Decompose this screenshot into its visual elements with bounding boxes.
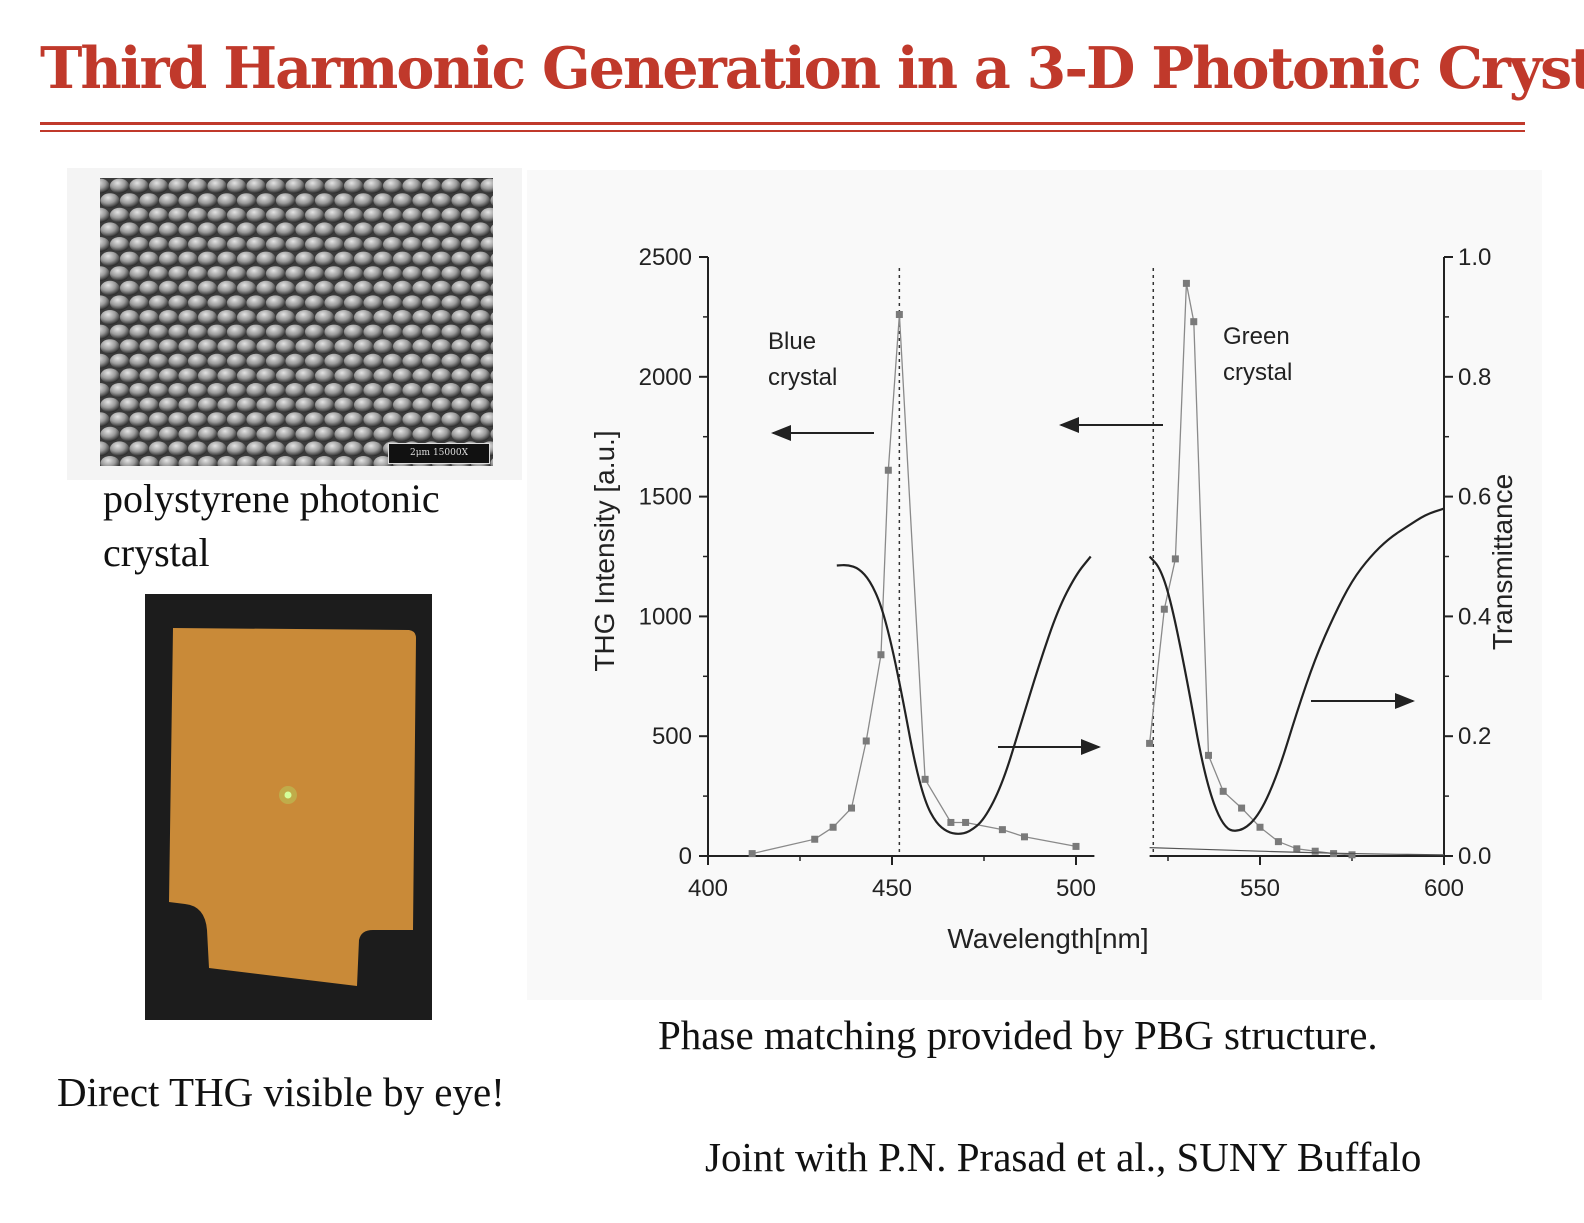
annotation-blue-line2: crystal xyxy=(768,364,837,391)
y-tick-label-left: 1000 xyxy=(639,603,692,630)
transmittance-curve-3 xyxy=(1148,507,1445,832)
thg-intensity-point xyxy=(1256,823,1264,831)
annotation-green-line1: Green xyxy=(1223,323,1290,350)
y-tick-label-right: 0.8 xyxy=(1458,364,1491,391)
phase-matching-caption: Phase matching provided by PBG structure… xyxy=(658,1012,1378,1058)
thg-intensity-point xyxy=(748,850,756,858)
thg-intensity-point xyxy=(862,737,870,745)
thg-intensity-point xyxy=(1293,845,1301,853)
sem-micrograph-image xyxy=(100,178,493,466)
thg-intensity-point xyxy=(1072,842,1080,850)
sample-slab xyxy=(169,628,416,986)
y-tick-label-left: 1500 xyxy=(639,484,692,511)
y-tick-label-right: 0.6 xyxy=(1458,484,1491,511)
thg-spot xyxy=(284,791,292,799)
x-axis-label: Wavelength[nm] xyxy=(947,923,1148,954)
thg-intensity-point xyxy=(1204,751,1212,759)
x-tick-label: 450 xyxy=(872,875,912,902)
thg-intensity-point xyxy=(1238,804,1246,812)
sem-caption: polystyrene photonic crystal xyxy=(103,472,440,580)
chart-background xyxy=(527,170,1542,1000)
thg-intensity-point xyxy=(1160,605,1168,613)
thg-baseline-4 xyxy=(1149,847,1445,856)
slide-title: Third Harmonic Generation in a 3-D Photo… xyxy=(40,35,1584,102)
thg-intensity-point xyxy=(884,466,892,474)
y-tick-label-left: 500 xyxy=(652,723,692,750)
title-underline-thin xyxy=(40,130,1525,132)
thg-intensity-point xyxy=(1020,833,1028,841)
sem-sphere-pattern xyxy=(100,178,493,466)
y-tick-label-left: 0 xyxy=(679,843,692,870)
thg-intensity-point xyxy=(947,818,955,826)
y-tick-label-right: 0.2 xyxy=(1458,723,1491,750)
thg-intensity-point xyxy=(1274,838,1282,846)
thg-intensity-point xyxy=(1348,851,1356,859)
thg-intensity-point xyxy=(921,775,929,783)
thg-intensity-point xyxy=(1190,318,1198,326)
y-axis-label-right: Transmittance xyxy=(1487,474,1518,650)
x-tick-label: 500 xyxy=(1056,875,1096,902)
annotation-green-line2: crystal xyxy=(1223,359,1292,386)
thg-intensity-point xyxy=(811,835,819,843)
thg-intensity-point xyxy=(1311,847,1319,855)
x-tick-label: 400 xyxy=(688,875,728,902)
thg-intensity-point xyxy=(1219,787,1227,795)
thg-intensity-point xyxy=(848,804,856,812)
sem-caption-line2: crystal xyxy=(103,530,210,575)
photo-caption: Direct THG visible by eye! xyxy=(57,1069,505,1115)
y-tick-label-right: 1.0 xyxy=(1458,244,1491,271)
thg-intensity-point xyxy=(1171,555,1179,563)
y-axis-label-left: THG Intensity [a.u.] xyxy=(589,430,620,671)
sample-photo xyxy=(145,594,432,1020)
sem-scale-bar: 2μm 15000X xyxy=(388,443,490,464)
x-tick-label: 600 xyxy=(1424,875,1464,902)
credit-line: Joint with P.N. Prasad et al., SUNY Buff… xyxy=(705,1134,1422,1180)
thg-intensity-point xyxy=(1146,739,1154,747)
thg-intensity-point xyxy=(829,823,837,831)
sample-photo-drawing xyxy=(169,628,416,986)
thg-intensity-point xyxy=(998,826,1006,834)
y-tick-label-right: 0.0 xyxy=(1458,843,1491,870)
thg-intensity-point xyxy=(895,311,903,319)
x-tick-label: 550 xyxy=(1240,875,1280,902)
y-tick-label-right: 0.4 xyxy=(1458,603,1491,630)
y-tick-label-left: 2500 xyxy=(639,244,692,271)
thg-intensity-point xyxy=(1182,279,1190,287)
transmittance-curve-1 xyxy=(836,555,1092,835)
title-underline xyxy=(40,122,1525,125)
thg-intensity-line-0 xyxy=(752,314,1077,855)
sem-caption-line1: polystyrene photonic xyxy=(103,476,440,521)
thg-intensity-point xyxy=(877,651,885,659)
y-tick-label-left: 2000 xyxy=(639,364,692,391)
annotation-blue-line1: Blue xyxy=(768,328,816,355)
thg-intensity-point xyxy=(962,818,970,826)
